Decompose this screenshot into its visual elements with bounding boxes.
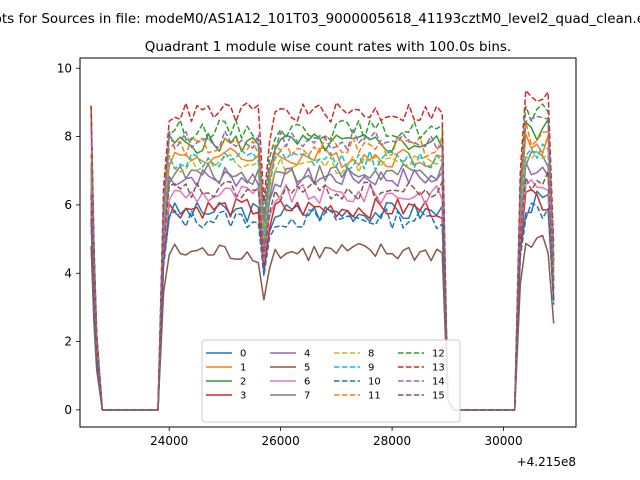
y-tick-label: 10 bbox=[57, 61, 72, 75]
legend-label-1: 1 bbox=[240, 363, 246, 374]
series-line-14 bbox=[90, 115, 555, 411]
y-axis: 0 2 4 6 8 10 bbox=[57, 61, 80, 417]
legend-label-6: 6 bbox=[304, 377, 310, 388]
legend-label-10: 10 bbox=[368, 377, 381, 388]
x-tick-label: 24000 bbox=[150, 434, 188, 448]
figure-suptitle: Plots for Sources in file: modeM0/AS1A12… bbox=[0, 11, 640, 27]
legend-label-11: 11 bbox=[368, 391, 381, 402]
x-axis: 24000 26000 28000 30000 bbox=[150, 427, 523, 448]
plot-lines bbox=[90, 89, 555, 411]
x-offset-label: +4.215e8 bbox=[517, 455, 576, 469]
y-tick-label: 4 bbox=[64, 266, 72, 280]
y-tick-label: 6 bbox=[64, 198, 72, 212]
legend-box bbox=[201, 339, 461, 423]
legend-label-7: 7 bbox=[304, 391, 310, 402]
legend-label-15: 15 bbox=[432, 391, 445, 402]
x-tick-label: 26000 bbox=[262, 434, 300, 448]
series-line-15 bbox=[90, 170, 555, 411]
y-tick-label: 8 bbox=[64, 130, 72, 144]
chart-title: Quadrant 1 module wise count rates with … bbox=[145, 39, 511, 55]
x-tick-label: 30000 bbox=[484, 434, 522, 448]
legend-label-2: 2 bbox=[240, 377, 246, 388]
legend-label-12: 12 bbox=[432, 349, 445, 360]
legend-label-5: 5 bbox=[304, 363, 310, 374]
x-tick-label: 28000 bbox=[373, 434, 411, 448]
legend-label-3: 3 bbox=[240, 391, 246, 402]
plot-frame bbox=[79, 57, 577, 428]
legend-label-4: 4 bbox=[304, 349, 310, 360]
legend-label-9: 9 bbox=[368, 363, 374, 374]
legend-label-0: 0 bbox=[240, 349, 246, 360]
legend-label-14: 14 bbox=[432, 377, 445, 388]
legend-label-13: 13 bbox=[432, 363, 445, 374]
y-tick-label: 0 bbox=[64, 403, 72, 417]
legend-label-8: 8 bbox=[368, 349, 374, 360]
y-tick-label: 2 bbox=[64, 335, 72, 349]
